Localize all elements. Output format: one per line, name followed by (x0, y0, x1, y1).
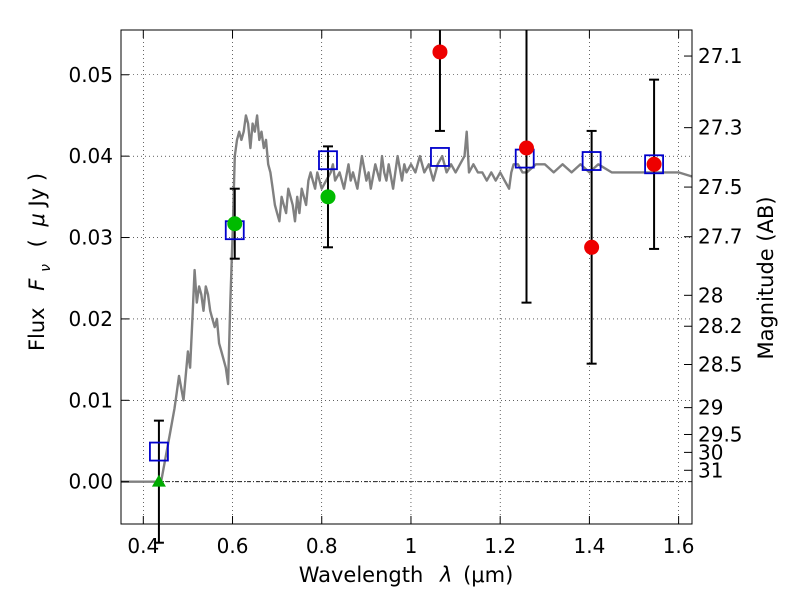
x-tick-label: 1.4 (573, 534, 605, 558)
mag-tick-label: 27.7 (698, 225, 743, 249)
observed-flux-marker (227, 216, 243, 232)
observed-flux-marker (584, 239, 600, 255)
x-tick-label: 0.6 (217, 534, 249, 558)
observed-flux-marker (432, 44, 448, 60)
y-axis-title-text: Flux (25, 307, 49, 351)
observed-flux-marker (646, 156, 662, 172)
y-axis-title-unit-rest: Jy ) (25, 173, 49, 209)
right-axis-title: Magnitude (AB) (754, 196, 778, 359)
mag-tick-label: 27.5 (698, 175, 743, 199)
x-axis-title-symbol: λ (439, 563, 452, 587)
mag-tick-label: 28 (698, 283, 723, 307)
model-flux-square (581, 151, 602, 171)
y-axis-title-subscript: ν (38, 264, 54, 272)
y-axis-title-unit-open: ( (25, 239, 49, 247)
x-tick-label: 1.2 (484, 534, 516, 558)
y-axis-title-unit-mu: μ (25, 213, 49, 227)
observed-photometry-points (151, 44, 662, 487)
mag-tick-label: 28.5 (698, 352, 743, 376)
mag-tick-label: 27.3 (698, 116, 743, 140)
y-tick-label: 0.01 (68, 388, 113, 412)
y-axis-title-symbol: F (25, 278, 49, 291)
mag-tick-label: 31 (698, 458, 723, 482)
mag-tick-label: 29 (698, 396, 723, 420)
y-tick-label: 0.00 (68, 470, 113, 494)
mag-tick-label: 29.5 (698, 422, 743, 446)
x-axis-title-unit: (μm) (463, 563, 513, 587)
x-tick-labels: 0.4 0.6 0.8 1 1.2 1.4 1.6 (127, 534, 694, 558)
model-flux-square (318, 150, 338, 171)
x-axis-title: Wavelength λ (μm) (299, 563, 514, 587)
x-tick-label: 0.8 (306, 534, 338, 558)
y-tick-label: 0.03 (68, 226, 113, 250)
x-axis-title-text: Wavelength (299, 563, 424, 587)
observed-flux-marker (320, 189, 336, 205)
y-tick-label: 0.02 (68, 307, 113, 331)
mag-tick-label: 28.2 (698, 314, 743, 338)
y-tick-label: 0.04 (68, 144, 113, 168)
model-flux-square (644, 154, 664, 175)
y-axis-title: Flux F ν ( μ Jy ) (25, 173, 55, 351)
x-tick-label: 1 (405, 534, 418, 558)
y-tick-labels: 0.00 0.01 0.02 0.03 0.04 0.05 (68, 63, 113, 494)
model-flux-square (149, 441, 169, 462)
model-spectrum (121, 114, 693, 483)
plot-frame (120, 29, 693, 525)
mag-tick-label: 27.1 (698, 44, 743, 68)
observed-upper-limit-marker (151, 474, 166, 487)
x-tick-label: 0.4 (127, 534, 159, 558)
x-tick-label: 1.6 (663, 534, 695, 558)
y-tick-label: 0.05 (68, 63, 113, 87)
model-flux-square (430, 147, 450, 167)
observed-flux-marker (518, 140, 534, 156)
spectrum-line (121, 114, 693, 483)
axis-ticks (121, 30, 692, 524)
mag-tick-label: 30 (698, 440, 723, 464)
